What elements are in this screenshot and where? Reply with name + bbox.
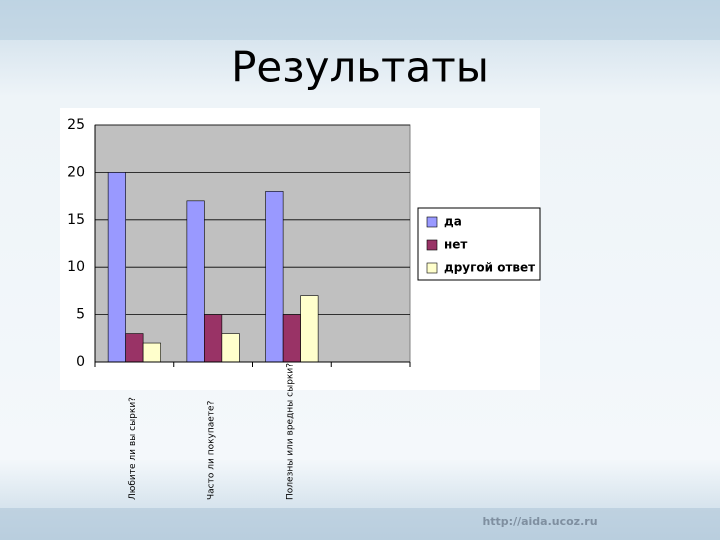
bar: [300, 295, 319, 363]
x-tick-label: Любите ли вы сырки?: [128, 397, 138, 500]
slide-title: Результаты: [231, 43, 489, 92]
bar: [142, 342, 161, 363]
footer-url: http://aida.ucoz.ru: [482, 515, 597, 528]
x-tick-label: Полезны или вредны сырки?: [285, 363, 295, 500]
legend-label: да: [444, 215, 462, 229]
y-tick-label: 10: [67, 259, 85, 275]
y-tick-label: 0: [76, 354, 85, 370]
y-tick-label: 20: [67, 164, 85, 180]
bar: [204, 314, 223, 363]
bar: [107, 172, 126, 363]
y-tick-label: 25: [67, 117, 85, 133]
x-tick-label: Часто ли покупаете?: [207, 400, 217, 500]
legend-swatch: [426, 216, 438, 228]
plot-area: [94, 124, 411, 363]
bar: [282, 314, 301, 363]
bar: [221, 333, 240, 363]
bottom-band: [0, 508, 720, 540]
legend-label: другой ответ: [444, 261, 535, 275]
bar: [265, 191, 284, 363]
legend-swatch: [426, 262, 438, 274]
legend-swatch: [426, 239, 438, 251]
legend: [417, 207, 541, 281]
y-tick-label: 5: [76, 307, 85, 323]
bar: [186, 200, 205, 363]
top-band: [0, 0, 720, 40]
bar: [125, 333, 144, 363]
y-tick-label: 15: [67, 212, 85, 228]
legend-label: нет: [444, 238, 467, 252]
